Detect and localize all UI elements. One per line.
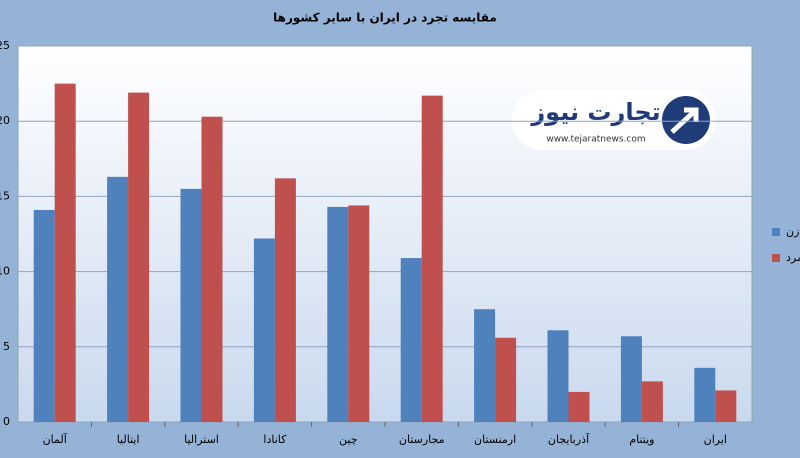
bar	[620, 336, 642, 422]
x-tick-label: آلمان	[43, 432, 68, 446]
bar	[641, 381, 663, 422]
logo-text: تجارت نیوز	[530, 98, 660, 126]
y-tick-label: 0	[3, 415, 10, 428]
bar	[694, 367, 716, 422]
bar	[274, 178, 296, 422]
bar	[421, 95, 443, 422]
bar	[495, 337, 517, 422]
bar	[400, 258, 422, 422]
bar	[715, 390, 737, 422]
x-tick-label: ویتنام	[629, 433, 654, 446]
bar	[201, 116, 223, 423]
x-tick-label: آذربایجان	[548, 432, 590, 446]
x-tick-label: کانادا	[263, 433, 287, 446]
bar	[107, 176, 129, 422]
y-tick-label: 20	[0, 114, 10, 127]
legend-swatch	[772, 228, 780, 236]
y-tick-label: 15	[0, 189, 10, 202]
x-tick-label: چین	[339, 433, 358, 446]
legend-swatch	[772, 254, 780, 262]
y-tick-label: 10	[0, 265, 10, 278]
bar	[33, 209, 55, 422]
bar	[128, 92, 150, 423]
x-tick-label: ایتالیا	[117, 433, 140, 446]
logo-url: www.tejaratnews.com	[546, 135, 645, 145]
bar	[348, 205, 370, 422]
x-tick-label: ایران	[704, 433, 727, 446]
legend-label: زن	[786, 225, 799, 238]
chart-title: مقایسه تجرد در ایران با سایر کشورها	[273, 11, 497, 26]
logo-box	[512, 90, 716, 150]
bar	[253, 238, 275, 422]
x-tick-label: ارمنستان	[474, 433, 516, 446]
bar	[327, 206, 349, 422]
x-tick-label: استرالیا	[184, 433, 219, 446]
bar	[54, 83, 76, 422]
watermark: تجارت نیوز www.tejaratnews.com	[512, 90, 716, 150]
bar	[568, 391, 590, 422]
y-tick-label: 25	[0, 39, 10, 52]
x-tick-label: مجارستان	[399, 433, 445, 446]
bar	[180, 188, 202, 422]
y-tick-label: 5	[3, 340, 10, 353]
bar	[547, 330, 569, 422]
bar	[474, 309, 496, 422]
legend-label: مرد	[786, 251, 800, 264]
